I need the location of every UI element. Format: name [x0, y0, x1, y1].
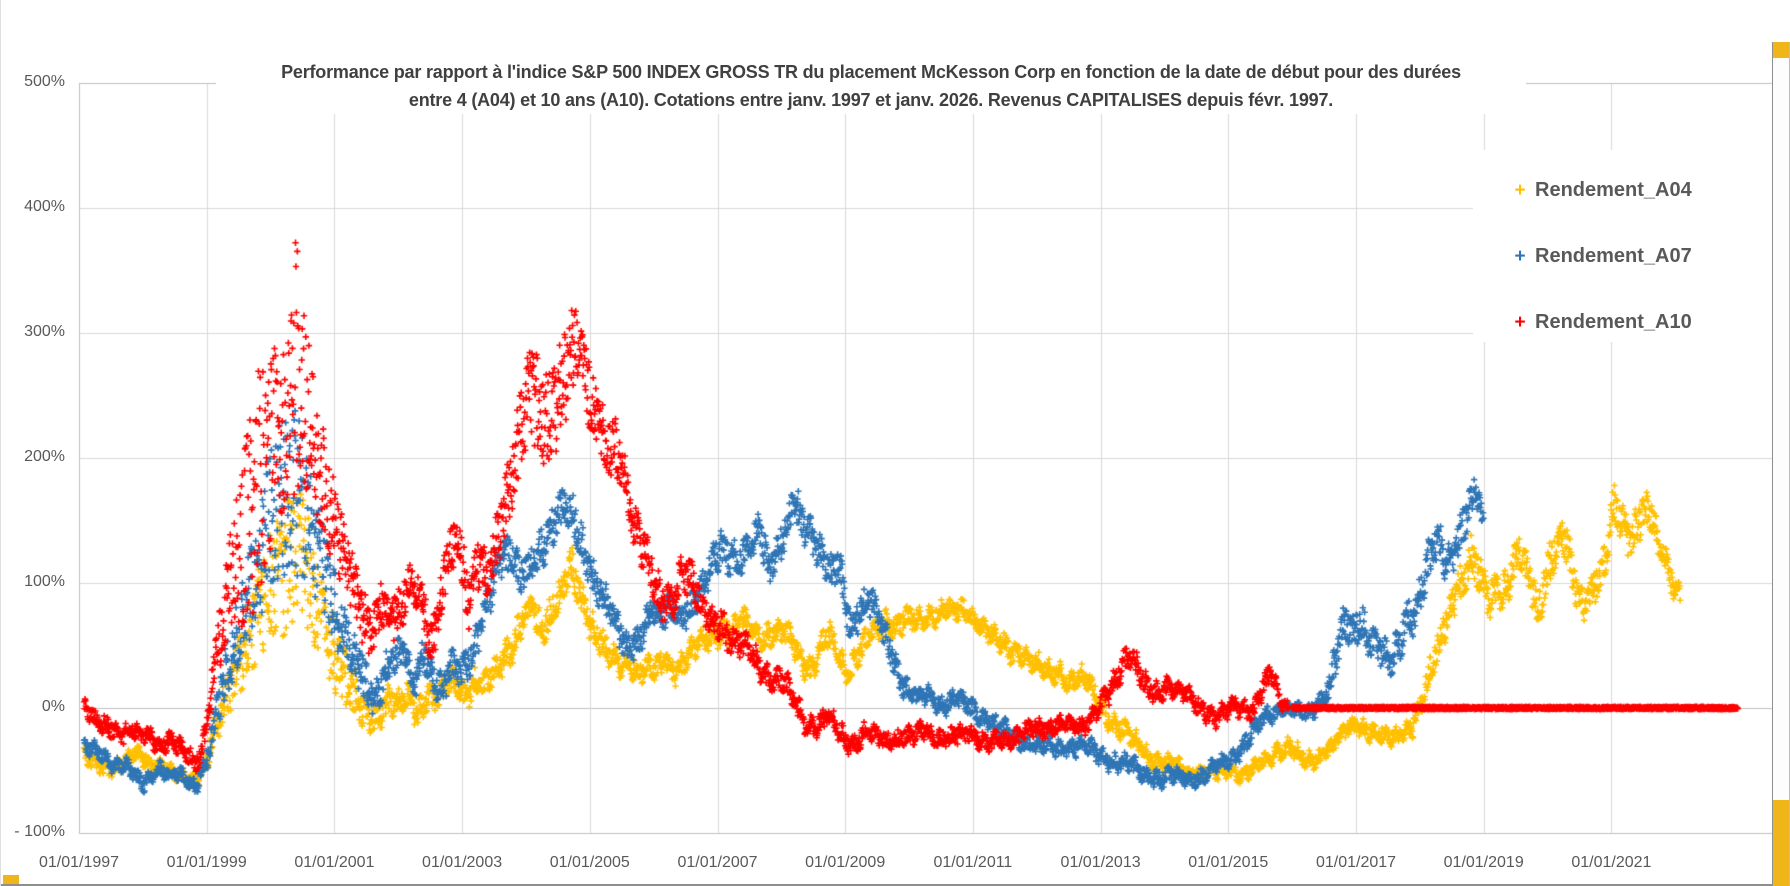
y-tick-label: 0% — [41, 698, 65, 715]
legend-label: Rendement_A10 — [1535, 310, 1692, 333]
right-scrollbar — [1772, 42, 1790, 886]
x-tick-label: 01/01/2021 — [1571, 854, 1652, 871]
legend-item-rendement-a10: + Rendement_A10 — [1511, 308, 1692, 336]
bottom-scrollbar-thumb[interactable] — [3, 875, 19, 884]
x-tick-label: 01/01/2001 — [294, 854, 375, 871]
x-tick-label: 01/01/2013 — [1060, 854, 1141, 871]
x-tick-label: 01/01/2015 — [1188, 854, 1269, 871]
bottom-divider — [1, 884, 1773, 886]
right-scrollbar-thumb-top[interactable] — [1773, 42, 1789, 58]
right-scrollbar-thumb-bottom[interactable] — [1773, 800, 1789, 886]
x-tick-label: 01/01/2011 — [933, 854, 1013, 871]
y-tick-label: 500% — [24, 73, 65, 90]
x-tick-label: 01/01/1999 — [166, 854, 247, 871]
bottom-scrollbar — [1, 874, 1790, 886]
x-tick-label: 01/01/2003 — [422, 854, 503, 871]
x-tick-label: 01/01/2019 — [1443, 854, 1524, 871]
x-tick-label: 01/01/2009 — [805, 854, 886, 871]
x-tick-label: 01/01/2017 — [1315, 854, 1397, 871]
legend-label: Rendement_A07 — [1535, 244, 1692, 267]
y-tick-label: 300% — [24, 323, 65, 340]
legend-label: Rendement_A04 — [1535, 178, 1692, 201]
legend-item-rendement-a07: + Rendement_A07 — [1511, 242, 1692, 270]
chart-title-line1: Performance par rapport à l'indice S&P 5… — [281, 62, 1461, 82]
x-tick-label: 01/01/2005 — [549, 854, 630, 871]
x-tick-label: 01/01/2007 — [677, 854, 758, 871]
plus-marker-icon: + — [1514, 179, 1526, 201]
chart-title: Performance par rapport à l'indice S&P 5… — [216, 58, 1526, 114]
legend-item-rendement-a04: + Rendement_A04 — [1511, 176, 1692, 204]
plus-marker-icon: + — [1514, 245, 1526, 267]
x-tick-label: 01/01/1997 — [38, 854, 120, 871]
y-tick-label: 200% — [24, 448, 65, 465]
y-tick-label: 100% — [24, 573, 65, 590]
legend: + Rendement_A04 + Rendement_A07 + Rendem… — [1473, 150, 1789, 342]
y-tick-label: - 100% — [14, 823, 65, 840]
plus-marker-icon: + — [1514, 311, 1526, 333]
chart-title-line2: entre 4 (A04) et 10 ans (A10). Cotations… — [408, 90, 1334, 110]
y-tick-label: 400% — [24, 198, 65, 215]
